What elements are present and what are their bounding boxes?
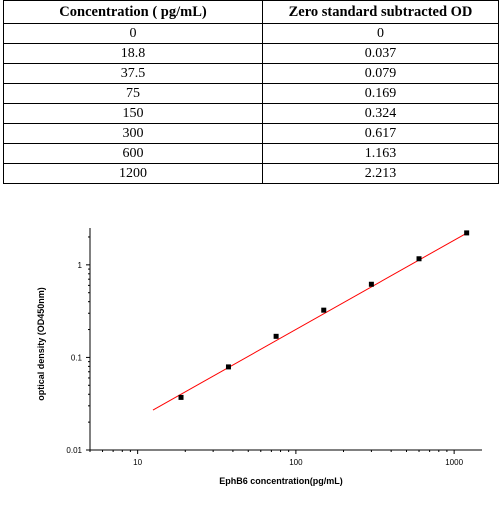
y-axis-label: optical density (OD450nm) — [36, 287, 46, 401]
data-point — [225, 364, 231, 370]
data-point — [416, 256, 422, 262]
y-tick-label: 0.1 — [71, 353, 83, 362]
fit-line-group — [152, 232, 467, 411]
od-cell: 2.213 — [262, 163, 499, 184]
y-tick-label: 1 — [78, 261, 83, 270]
x-tick-label: 1000 — [445, 458, 463, 467]
concentration-cell: 18.8 — [3, 43, 263, 64]
od-cell: 0.617 — [262, 123, 499, 144]
x-tick-label: 100 — [289, 458, 303, 467]
fit-line — [152, 232, 467, 411]
concentration-cell: 1200 — [3, 163, 263, 184]
column-header-concentration: Concentration ( pg/mL) — [3, 0, 263, 24]
table-header-row: Concentration ( pg/mL) Zero standard sub… — [3, 0, 499, 24]
data-point — [368, 281, 374, 287]
table-row: 75 0.169 — [3, 83, 499, 104]
data-point — [273, 333, 279, 339]
x-axis-label: EphB6 concentration(pg/mL) — [219, 476, 343, 486]
table-row: 300 0.617 — [3, 123, 499, 144]
column-header-od: Zero standard subtracted OD — [262, 0, 499, 24]
y-tick-label: 0.01 — [66, 446, 82, 455]
data-points-group — [178, 230, 470, 400]
x-tick-label: 10 — [133, 458, 142, 467]
chart-axes: 10 100 1000 0.01 0.1 1 — [66, 228, 482, 467]
data-point — [178, 394, 184, 400]
table-row: 1200 2.213 — [3, 163, 499, 184]
table-row: 18.8 0.037 — [3, 43, 499, 64]
standard-curve-table: Concentration ( pg/mL) Zero standard sub… — [3, 0, 499, 184]
od-cell: 1.163 — [262, 143, 499, 164]
data-point — [321, 307, 327, 313]
data-point — [464, 230, 470, 236]
table-row: 600 1.163 — [3, 143, 499, 164]
